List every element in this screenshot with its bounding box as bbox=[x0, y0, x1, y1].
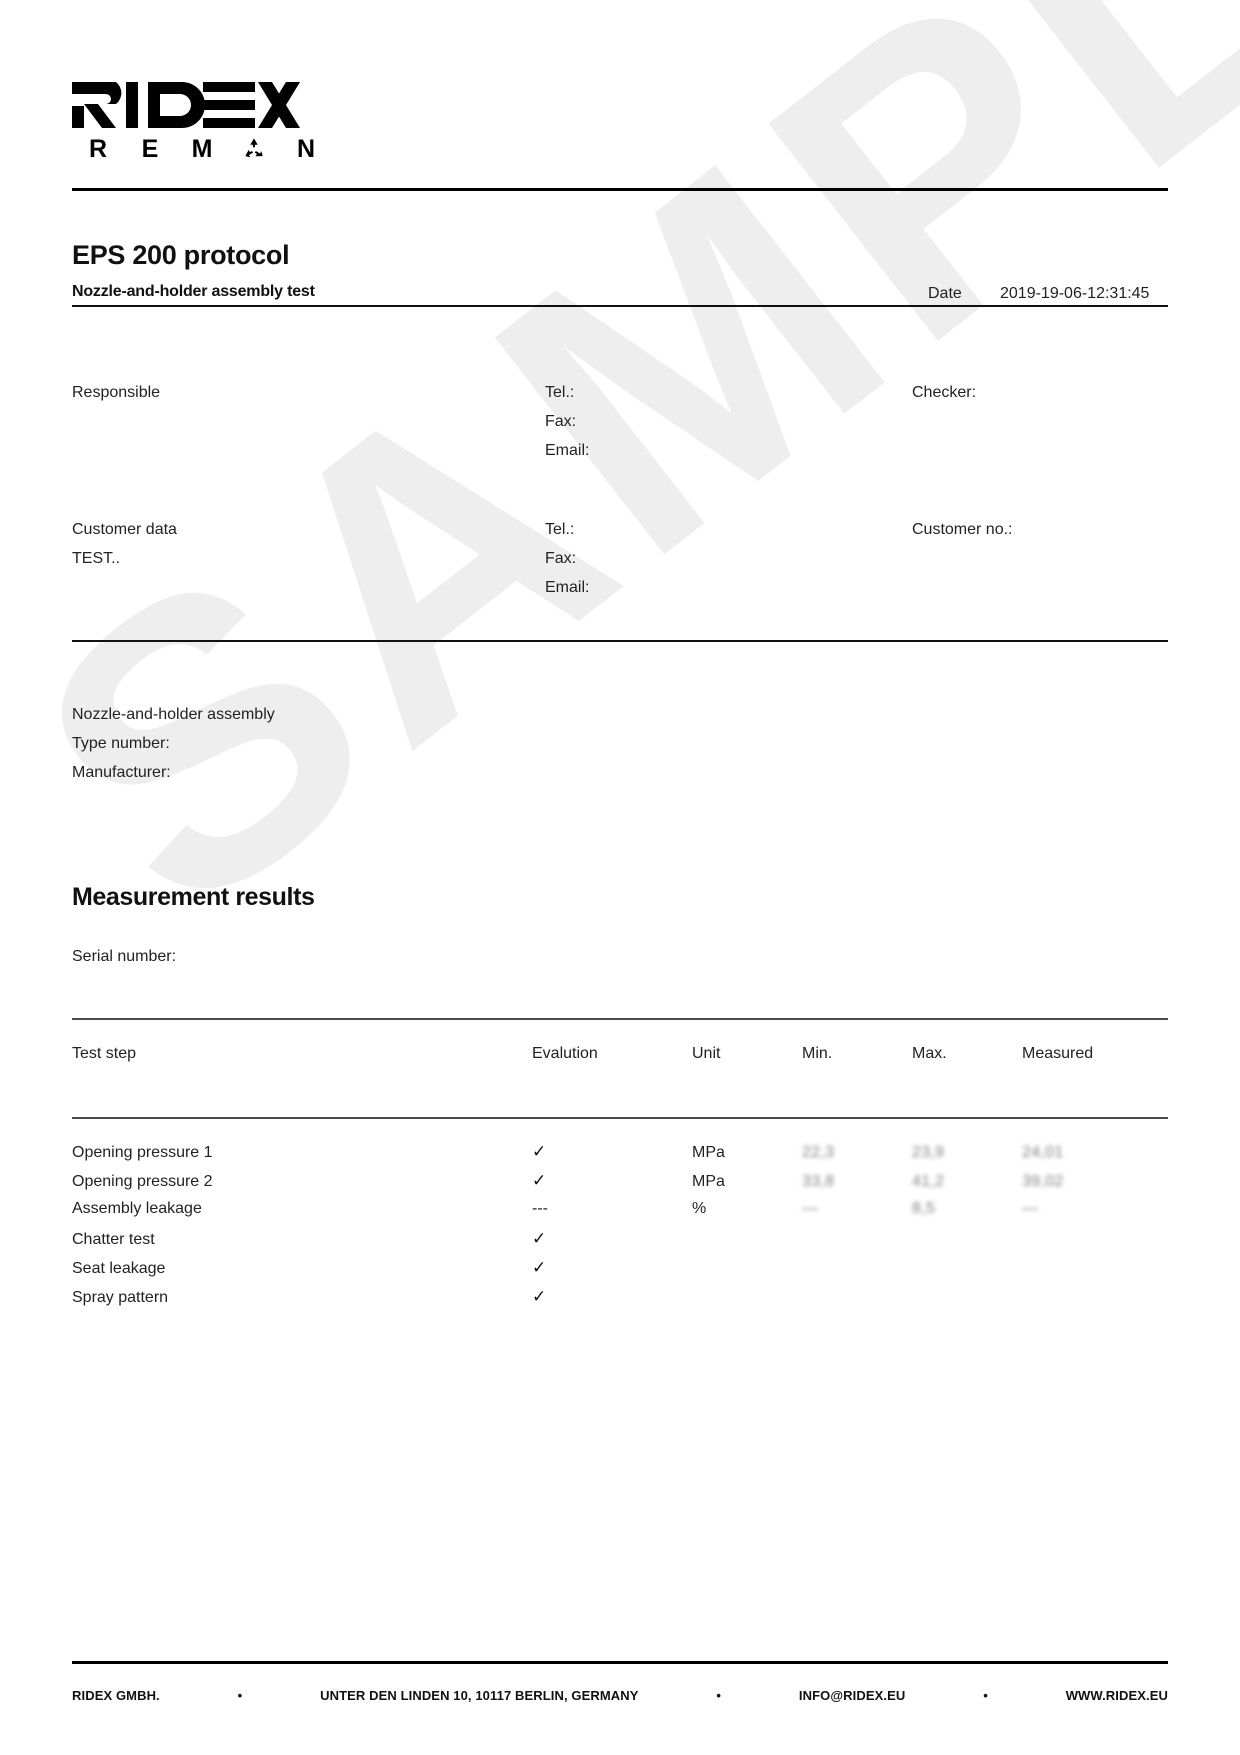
column-header-measured: Measured bbox=[1022, 1045, 1094, 1062]
table-row: Chatter test ✓ bbox=[72, 1229, 1168, 1258]
page-footer: RIDEX GMBH. • UNTER DEN LINDEN 10, 10117… bbox=[72, 1688, 1168, 1703]
table-header-divider bbox=[72, 1117, 1168, 1119]
logo-letter-r: R bbox=[88, 134, 108, 163]
serial-number-label: Serial number: bbox=[72, 948, 177, 965]
cell-evaluation: --- bbox=[532, 1200, 548, 1217]
cell-evaluation-check-icon: ✓ bbox=[532, 1258, 547, 1277]
responsible-email-label: Email: bbox=[545, 442, 590, 459]
footer-email[interactable]: INFO@RIDEX.EU bbox=[798, 1688, 906, 1703]
cell-max: 8,5 bbox=[912, 1200, 936, 1217]
cell-test-step: Spray pattern bbox=[72, 1289, 169, 1306]
responsible-label: Responsible bbox=[72, 384, 161, 401]
customer-no-label: Customer no.: bbox=[912, 521, 1013, 538]
column-header-min: Min. bbox=[802, 1045, 833, 1062]
footer-website[interactable]: WWW.RIDEX.EU bbox=[1065, 1688, 1168, 1703]
table-row: Spray pattern ✓ bbox=[72, 1287, 1168, 1316]
cell-min: 22,3 bbox=[802, 1144, 835, 1161]
cell-measured: 39,02 bbox=[1022, 1173, 1064, 1190]
customer-name-value: TEST.. bbox=[72, 550, 121, 567]
nozzle-assembly-block: Nozzle-and-holder assembly Type number: … bbox=[72, 700, 275, 787]
table-row: Seat leakage ✓ bbox=[72, 1258, 1168, 1287]
cell-test-step: Chatter test bbox=[72, 1231, 155, 1248]
cell-test-step: Seat leakage bbox=[72, 1260, 166, 1277]
logo-letter-m: M bbox=[191, 134, 213, 163]
table-row: Assembly leakage --- % — 8,5 — bbox=[72, 1200, 1168, 1229]
table-header-row: Test step Evalution Unit Min. Max. Measu… bbox=[72, 1045, 1168, 1085]
recycle-glyph-icon bbox=[245, 138, 263, 158]
footer-separator: • bbox=[716, 1688, 722, 1703]
title-divider bbox=[72, 305, 1168, 307]
customer-block: Customer data TEST.. bbox=[72, 515, 177, 573]
checker-label: Checker: bbox=[912, 384, 977, 401]
cell-min: — bbox=[802, 1200, 819, 1217]
responsible-block: Responsible bbox=[72, 378, 160, 407]
recycle-icon bbox=[228, 136, 280, 162]
footer-separator: • bbox=[237, 1688, 243, 1703]
manufacturer-label: Manufacturer: bbox=[72, 764, 171, 781]
table-row: Opening pressure 2 ✓ MPa 33,8 41,2 39,02 bbox=[72, 1171, 1168, 1200]
customer-no-block: Customer no.: bbox=[912, 515, 1012, 544]
middle-divider bbox=[72, 640, 1168, 642]
customer-contact-block: Tel.: Fax: Email: bbox=[545, 515, 589, 602]
type-number-label: Type number: bbox=[72, 735, 170, 752]
cell-max: 41,2 bbox=[912, 1173, 945, 1190]
table-row: Opening pressure 1 ✓ MPa 22,3 23,9 24,01 bbox=[72, 1142, 1168, 1171]
page-subtitle: Nozzle-and-holder assembly test bbox=[72, 283, 315, 300]
cell-evaluation-check-icon: ✓ bbox=[532, 1287, 547, 1306]
cell-measured: — bbox=[1022, 1200, 1039, 1217]
customer-data-label: Customer data bbox=[72, 521, 177, 538]
remon-submark: R E M N bbox=[72, 134, 332, 163]
nozzle-assembly-label: Nozzle-and-holder assembly bbox=[72, 706, 275, 723]
footer-address: UNTER DEN LINDEN 10, 10117 BERLIN, GERMA… bbox=[320, 1688, 639, 1703]
cell-test-step: Opening pressure 2 bbox=[72, 1173, 213, 1190]
cell-unit: % bbox=[692, 1200, 707, 1217]
cell-evaluation-check-icon: ✓ bbox=[532, 1142, 547, 1161]
column-header-test-step: Test step bbox=[72, 1045, 137, 1062]
cell-unit: MPa bbox=[692, 1173, 725, 1190]
checker-block: Checker: bbox=[912, 378, 976, 407]
header-divider bbox=[72, 188, 1168, 191]
responsible-tel-label: Tel.: bbox=[545, 384, 575, 401]
ridex-logo: R E M N bbox=[72, 82, 332, 163]
column-header-unit: Unit bbox=[692, 1045, 721, 1062]
ridex-wordmark-icon bbox=[72, 82, 300, 128]
date-label: Date bbox=[928, 285, 962, 302]
cell-min: 33,8 bbox=[802, 1173, 835, 1190]
cell-test-step: Opening pressure 1 bbox=[72, 1144, 213, 1161]
table-header: Test step Evalution Unit Min. Max. Measu… bbox=[72, 1045, 1168, 1085]
customer-tel-label: Tel.: bbox=[545, 521, 575, 538]
column-header-max: Max. bbox=[912, 1045, 947, 1062]
responsible-fax-label: Fax: bbox=[545, 413, 577, 430]
customer-email-label: Email: bbox=[545, 579, 590, 596]
cell-test-step: Assembly leakage bbox=[72, 1200, 202, 1217]
measurement-table: Test step Evalution Unit Min. Max. Measu… bbox=[72, 1045, 1168, 1316]
column-header-evaluation: Evalution bbox=[532, 1045, 598, 1062]
footer-divider bbox=[72, 1661, 1168, 1664]
cell-max: 23,9 bbox=[912, 1144, 945, 1161]
date-value: 2019-19-06-12:31:45 bbox=[1000, 285, 1150, 302]
logo-letter-n: N bbox=[296, 134, 316, 163]
logo-letter-e: E bbox=[141, 134, 159, 163]
table-top-divider bbox=[72, 1018, 1168, 1020]
customer-fax-label: Fax: bbox=[545, 550, 577, 567]
footer-separator: • bbox=[983, 1688, 988, 1703]
table-body: Opening pressure 1 ✓ MPa 22,3 23,9 24,01… bbox=[72, 1142, 1168, 1316]
page-title: EPS 200 protocol bbox=[72, 240, 290, 270]
measurement-results-title: Measurement results bbox=[72, 883, 315, 911]
cell-unit: MPa bbox=[692, 1144, 725, 1161]
cell-evaluation-check-icon: ✓ bbox=[532, 1171, 547, 1190]
cell-measured: 24,01 bbox=[1022, 1144, 1064, 1161]
responsible-contact-block: Tel.: Fax: Email: bbox=[545, 378, 589, 465]
footer-company: RIDEX GMBH. bbox=[72, 1688, 160, 1703]
cell-evaluation-check-icon: ✓ bbox=[532, 1229, 547, 1248]
